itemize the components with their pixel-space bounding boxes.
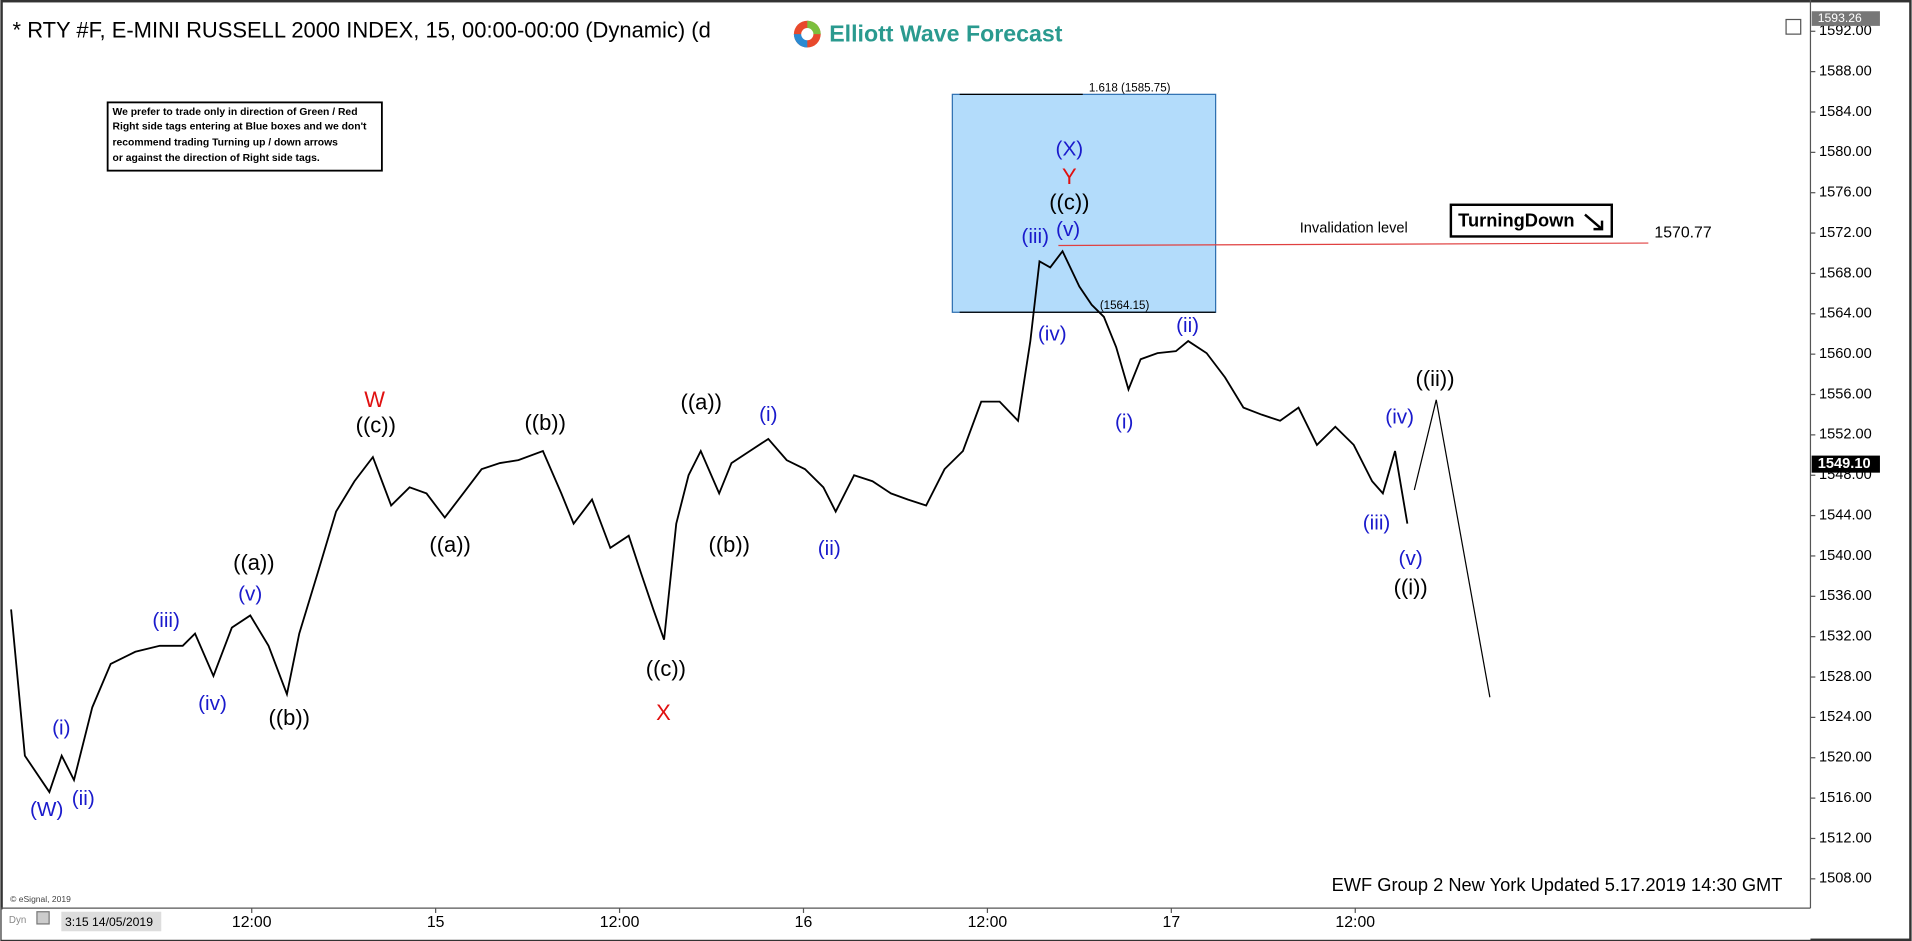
logo-backdrop	[790, 12, 1083, 57]
dyn-icon	[36, 911, 50, 925]
x-tick-label: 16	[795, 914, 813, 931]
x-axis-band	[1, 909, 1811, 940]
x-tick-label: 12:00	[600, 914, 640, 931]
y-tick-label: 1520.00	[1819, 750, 1872, 766]
y-tick-label: 1588.00	[1819, 63, 1872, 79]
turning-badge	[1449, 203, 1613, 238]
y-tick-label: 1512.00	[1819, 830, 1872, 846]
y-tick-label: 1592.00	[1819, 23, 1872, 39]
wave-label: ((c))	[646, 656, 686, 681]
y-tick-label: 1572.00	[1819, 225, 1872, 241]
notice-line: recommend trading Turning up / down arro…	[113, 137, 339, 148]
wave-label: (X)	[1056, 137, 1084, 160]
price-line	[10, 249, 1409, 795]
window-button[interactable]	[1785, 18, 1802, 35]
y-tick-label: 1532.00	[1819, 629, 1872, 645]
notice-line: or against the direction of Right side t…	[113, 153, 320, 164]
last-price-box	[1811, 455, 1880, 473]
start-label: 3:15 14/05/2019	[65, 915, 153, 929]
fib-level-label: 1.618 (1585.75)	[1089, 82, 1171, 94]
wave-label: (i)	[1115, 410, 1133, 433]
dyn-label: Dyn	[9, 915, 26, 926]
plot	[10, 93, 1649, 795]
invalidation-value: 1570.77	[1654, 224, 1711, 241]
y-tick-label: 1560.00	[1819, 346, 1872, 362]
wave-label: ((a))	[681, 389, 722, 414]
start-label-box	[61, 911, 162, 932]
wave-label: (iv)	[198, 692, 227, 715]
notice-line: We prefer to trade only in direction of …	[113, 107, 358, 118]
wave-label: ((c))	[356, 412, 396, 437]
y-tick-label: 1528.00	[1819, 669, 1872, 685]
x-tick-label: 17	[1163, 914, 1181, 931]
wave-label: ((ii))	[1416, 366, 1455, 391]
wave-label: (W)	[30, 798, 63, 821]
y-tick-label: 1524.00	[1819, 709, 1872, 725]
fib-box	[951, 93, 1217, 313]
wave-label: Y	[1062, 164, 1077, 189]
y-tick-label: 1568.00	[1819, 265, 1872, 281]
wave-label: (i)	[759, 403, 777, 426]
invalidation-label: Invalidation level	[1300, 220, 1408, 236]
y-tick-label: 1536.00	[1819, 588, 1872, 604]
invalidation-line	[1058, 242, 1649, 247]
top-price-box	[1811, 11, 1880, 26]
y-tick-label: 1544.00	[1819, 507, 1872, 523]
x-tick-label: 15	[427, 914, 445, 931]
wave-label: (iii)	[1363, 512, 1391, 535]
y-tick-label: 1564.00	[1819, 306, 1872, 322]
wave-label: (v)	[1056, 218, 1080, 241]
wave-label: (ii)	[818, 537, 841, 560]
wave-label: ((b))	[269, 705, 310, 730]
y-tick-label: 1584.00	[1819, 104, 1872, 120]
y-tick-label: 1516.00	[1819, 790, 1872, 806]
wave-label: (iii)	[152, 609, 180, 632]
wave-label: ((c))	[1049, 189, 1089, 214]
x-tick-label: 12:00	[968, 914, 1008, 931]
last-price-label: 1549.10	[1818, 456, 1871, 472]
footer: EWF Group 2 New York Updated 5.17.2019 1…	[1332, 874, 1783, 895]
y-tick-label: 1576.00	[1819, 185, 1872, 201]
wave-label: (v)	[238, 582, 262, 605]
notice-box	[106, 101, 383, 172]
x-tick-label: 12:00	[1335, 914, 1375, 931]
copyright: © eSignal, 2019	[10, 894, 71, 904]
turning-arrow	[1584, 213, 1604, 231]
wave-label: (iii)	[1021, 225, 1049, 248]
wave-label: W	[364, 387, 385, 412]
top-price-label: 1593.26	[1818, 11, 1862, 25]
y-tick-label: 1508.00	[1819, 871, 1872, 887]
y-tick-label: 1540.00	[1819, 548, 1872, 564]
notice-line: Right side tags entering at Blue boxes a…	[113, 122, 368, 133]
wave-label: ((b))	[709, 532, 750, 557]
chart-title: * RTY #F, E-MINI RUSSELL 2000 INDEX, 15,…	[13, 17, 711, 42]
wave-label: ((i))	[1394, 575, 1428, 600]
logo-icon	[801, 28, 814, 41]
wave-label: (i)	[52, 716, 70, 739]
projection-path	[1413, 399, 1491, 698]
y-tick-label: 1580.00	[1819, 144, 1872, 160]
wave-label: X	[656, 700, 671, 725]
y-tick-label: 1556.00	[1819, 386, 1872, 402]
y-tick-label: 1552.00	[1819, 427, 1872, 443]
logo-text: Elliott Wave Forecast	[829, 20, 1062, 46]
wave-label: ((a))	[233, 550, 274, 575]
turning-badge-text: TurningDown	[1458, 210, 1574, 231]
x-tick-label: 12:00	[232, 914, 272, 931]
wave-label: ((b))	[525, 410, 566, 435]
wave-label: (ii)	[72, 787, 95, 810]
wave-label: (v)	[1399, 547, 1423, 570]
wave-label: (iv)	[1038, 323, 1067, 346]
fib-level-label: (1564.15)	[1100, 300, 1150, 312]
wave-label: (ii)	[1176, 314, 1199, 337]
wave-label: (iv)	[1385, 406, 1414, 429]
wave-label: ((a))	[429, 532, 470, 557]
